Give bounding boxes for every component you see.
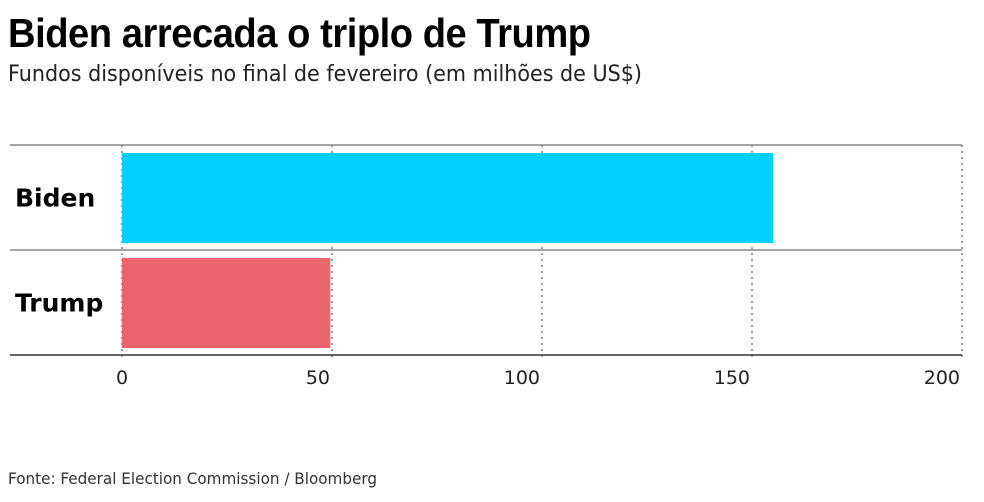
source-note: Fonte: Federal Election Commission / Blo…	[8, 469, 377, 488]
tick-label-0: 0	[116, 367, 128, 389]
category-label-biden: Biden	[15, 184, 95, 213]
bar-trump	[122, 258, 331, 348]
bars	[122, 153, 773, 348]
tick-labels: 0 50 100 150 200	[116, 367, 960, 389]
category-labels: Biden Trump	[15, 184, 103, 318]
chart-subtitle: Fundos disponíveis no final de fevereiro…	[8, 62, 642, 87]
tick-label-150: 150	[714, 367, 750, 389]
bar-chart: Biden Trump 0 50 100 150 200	[10, 144, 963, 389]
tick-label-100: 100	[504, 367, 540, 389]
tick-label-200: 200	[924, 367, 960, 389]
tick-label-50: 50	[306, 367, 330, 389]
bar-biden	[122, 153, 773, 243]
category-label-trump: Trump	[15, 289, 103, 318]
row-dividers	[10, 144, 962, 356]
chart-title: Biden arrecada o triplo de Trump	[8, 10, 591, 56]
